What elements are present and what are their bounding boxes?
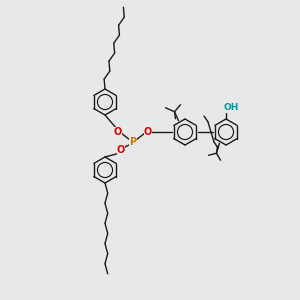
Text: OH: OH <box>223 103 239 112</box>
Text: O: O <box>114 127 122 137</box>
Text: O: O <box>117 145 125 155</box>
Text: O: O <box>144 127 152 137</box>
Text: P: P <box>129 137 137 147</box>
